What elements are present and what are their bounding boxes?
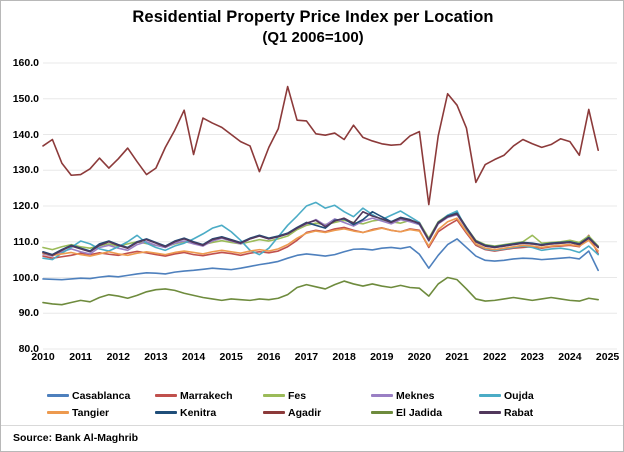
legend-swatch-icon: [479, 411, 501, 414]
x-axis-tick-label: 2015: [219, 351, 243, 363]
series-lines: [42, 85, 599, 306]
legend-item-agadir[interactable]: Agadir: [263, 404, 371, 421]
x-axis-tick-label: 2023: [520, 351, 544, 363]
legend-swatch-icon: [47, 394, 69, 397]
chart-title-block: Residential Property Price Index per Loc…: [1, 7, 623, 48]
legend-item-kenitra[interactable]: Kenitra: [155, 404, 263, 421]
y-axis-tick-label: 120.0: [12, 200, 39, 212]
legend-item-label: Tangier: [72, 406, 110, 419]
x-axis-tick-label: 2017: [294, 351, 319, 363]
series-line-meknes: [42, 213, 599, 257]
chart-subtitle: (Q1 2006=100): [262, 29, 364, 46]
series-line-agadir: [42, 85, 599, 206]
series-line-marrakech: [42, 219, 599, 259]
legend-item-label: Kenitra: [180, 406, 217, 419]
legend-swatch-icon: [155, 411, 177, 414]
legend-item-el-jadida[interactable]: El Jadida: [371, 404, 479, 421]
series-line-el-jadida: [42, 276, 599, 306]
y-axis-tick-label: 110.0: [13, 235, 39, 248]
x-axis-tick-label: 2013: [144, 351, 168, 363]
legend-item-label: Agadir: [288, 406, 322, 419]
x-axis-tick-label: 2016: [257, 351, 281, 363]
x-axis-tick-label: 2024: [558, 351, 582, 363]
y-axis-tick-label: 90.0: [18, 307, 39, 320]
x-axis-tick-label: 2012: [106, 351, 130, 363]
x-axis-tick-label: 2019: [370, 351, 394, 363]
legend-item-label: Oujda: [504, 389, 534, 402]
legend-swatch-icon: [371, 394, 393, 397]
y-axis-tick-label: 140.0: [12, 128, 39, 141]
legend-swatch-icon: [263, 394, 285, 397]
y-axis-tick-label: 100.0: [12, 271, 39, 284]
legend-swatch-icon: [155, 394, 177, 397]
x-axis-tick-label: 2025: [595, 351, 620, 363]
page-title: Residential Property Price Index per Loc…: [132, 8, 494, 26]
legend-swatch-icon: [371, 411, 393, 414]
legend-item-label: Fes: [288, 389, 307, 402]
y-axis: 160.0 150.0 140.0 130.0 120.0 110.0 100.0 90.0 8…: [1, 57, 39, 355]
source-block: Source: Bank Al-Maghrib: [1, 425, 623, 451]
y-axis-tick-label: 130.0: [12, 164, 39, 177]
x-axis-tick-label: 2010: [31, 351, 55, 363]
legend-item-label: El Jadida: [396, 406, 443, 419]
series-line-casablanca: [42, 238, 599, 281]
chart-plot-svg: [42, 62, 617, 350]
legend-item-label: Meknes: [396, 389, 435, 402]
legend-swatch-icon: [263, 411, 285, 414]
source-label: Source: Bank Al-Maghrib: [13, 432, 139, 444]
chart-legend: Casablanca Marrakech Fes Meknes Oujda Tangier…: [47, 387, 587, 421]
legend-item-marrakech[interactable]: Marrakech: [155, 387, 263, 404]
series-line-rabat: [42, 210, 599, 257]
legend-swatch-icon: [47, 411, 69, 414]
legend-item-fes[interactable]: Fes: [263, 387, 371, 404]
legend-item-rabat[interactable]: Rabat: [479, 404, 587, 421]
legend-row: Casablanca Marrakech Fes Meknes Oujda: [47, 387, 587, 404]
legend-item-oujda[interactable]: Oujda: [479, 387, 587, 404]
plot-area: [42, 62, 617, 350]
series-line-tangier: [42, 217, 599, 257]
y-axis-tick-label: 150.0: [12, 92, 39, 105]
x-axis-tick-label: 2022: [482, 351, 507, 363]
legend-item-label: Casablanca: [72, 389, 131, 402]
x-axis-tick-label: 2020: [407, 351, 432, 363]
legend-item-meknes[interactable]: Meknes: [371, 387, 479, 404]
x-axis: 2010 2011 2012 2013 2014 2015 2016 2017 2018 2019…: [31, 351, 620, 367]
legend-item-label: Marrakech: [180, 389, 233, 402]
y-axis-tick-label: 80.0: [18, 343, 39, 355]
x-axis-tick-label: 2011: [69, 351, 93, 363]
legend-item-tangier[interactable]: Tangier: [47, 404, 155, 421]
x-axis-tick-label: 2021: [445, 351, 469, 363]
legend-item-label: Rabat: [504, 406, 534, 419]
legend-item-casablanca[interactable]: Casablanca: [47, 387, 155, 404]
y-axis-tick-label: 160.0: [12, 57, 39, 69]
x-axis-tick-label: 2018: [332, 351, 356, 363]
legend-swatch-icon: [479, 394, 501, 397]
x-axis-tick-label: 2014: [181, 351, 206, 363]
legend-row: Tangier Kenitra Agadir El Jadida Rabat: [47, 404, 587, 421]
